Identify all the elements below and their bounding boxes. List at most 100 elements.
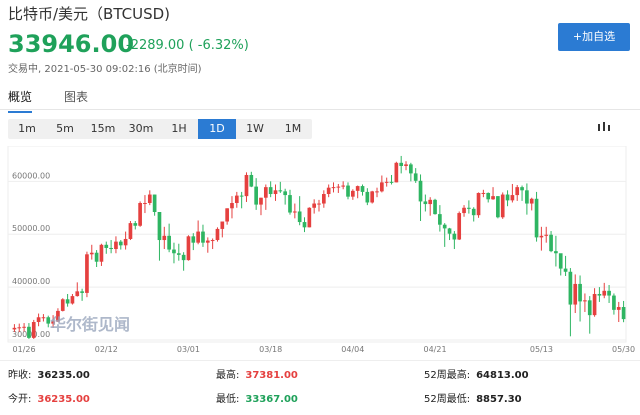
candle-body (288, 195, 292, 213)
range-button[interactable]: 30m (128, 122, 154, 135)
candle-body (244, 174, 249, 197)
candle-body (75, 291, 80, 297)
stat-label: 最高: (216, 370, 240, 381)
candle-body (520, 187, 524, 191)
y-tick-label: 60000.00 (12, 171, 50, 180)
candle-body (273, 190, 278, 195)
candle-body (370, 191, 375, 203)
x-tick-label: 03/18 (259, 345, 282, 354)
tab[interactable]: 概览 (8, 88, 33, 113)
stat: 最高: 37381.00 (216, 366, 298, 381)
candle-body (384, 181, 389, 183)
tab[interactable]: 图表 (64, 90, 89, 104)
x-tick-label: 03/01 (177, 345, 200, 354)
candle-body (80, 291, 84, 293)
candle-body (326, 187, 331, 195)
candle-body (351, 190, 355, 197)
stat: 最低: 33367.00 (216, 390, 298, 405)
candle-body (413, 173, 418, 181)
plot-area (7, 146, 627, 343)
candle-body (196, 231, 200, 243)
candle-body (510, 195, 515, 201)
candle-body (496, 196, 500, 218)
candle-body (138, 203, 142, 226)
candle-body (147, 194, 152, 204)
tabs: 概览 图表 (8, 88, 120, 113)
candle-body (41, 317, 46, 319)
candle-body (162, 235, 167, 241)
candle-body (172, 249, 176, 254)
candle-body (234, 195, 239, 204)
range-button[interactable]: 15m (90, 122, 116, 135)
add-watchlist-button[interactable]: +加自选 (558, 23, 630, 51)
candle-body (360, 186, 365, 192)
candle-body (31, 322, 36, 338)
candle-body (394, 162, 399, 183)
stat-label: 52周最高: (424, 370, 471, 381)
candle-body (201, 231, 205, 243)
candle-body (99, 244, 104, 262)
range-button[interactable]: 1H (171, 122, 187, 135)
stat-value: 64813.00 (476, 370, 529, 381)
range-button[interactable]: 1W (246, 122, 264, 135)
candle-body (452, 233, 457, 240)
candle-body (399, 162, 404, 166)
x-tick-label: 04/21 (424, 345, 447, 354)
y-tick-label: 30000.00 (12, 330, 50, 339)
range-button[interactable]: 1M (284, 122, 302, 135)
candle-body (525, 190, 529, 204)
stat-label: 52周最低: (424, 394, 471, 405)
candle-body (447, 228, 452, 234)
candle-body (118, 241, 123, 246)
candle-body (597, 293, 602, 296)
candle-body (17, 327, 22, 329)
candle-body (186, 236, 191, 261)
chart: 30000.00 40000.00 50000.00 60000.00 01/26 02/… (7, 146, 635, 354)
range-button[interactable]: 5m (56, 122, 74, 135)
candle-body (225, 208, 229, 222)
candle-body (365, 191, 370, 203)
candle-body (355, 186, 360, 191)
candle-body (602, 290, 607, 296)
candle-body (133, 223, 138, 226)
candle-body (27, 326, 31, 338)
candle-body (438, 214, 442, 225)
candle-body (481, 192, 486, 194)
candle-body (143, 203, 147, 205)
candle-body (380, 182, 384, 192)
candle-body (283, 191, 287, 196)
candle-body (123, 238, 128, 246)
watermark: 华尔街见闻 (50, 315, 130, 334)
candle-body (215, 228, 220, 241)
range-button[interactable]: 1m (18, 122, 36, 135)
stat: 52周最低: 8857.30 (424, 390, 522, 405)
candle-body (65, 299, 70, 304)
candle-body (341, 185, 346, 187)
candle-body (114, 241, 118, 250)
candle-body (389, 181, 394, 183)
stat-label: 昨收: (8, 370, 32, 381)
candle-body (292, 211, 297, 213)
divider (0, 360, 640, 361)
stat-value: 36235.00 (37, 370, 90, 381)
change: -2289.00 ( -6.32%) (126, 38, 249, 53)
candle-body (331, 187, 336, 189)
candle-body (302, 222, 307, 228)
candle-body (128, 223, 133, 239)
candle-body (476, 192, 481, 216)
candle-body (428, 199, 433, 205)
candle-body (607, 290, 611, 296)
x-tick-label: 05/30 (612, 345, 635, 354)
candle-body (36, 317, 41, 323)
chart-type-icon[interactable] (597, 121, 611, 133)
candle-body (210, 240, 215, 242)
candle-body (278, 190, 283, 192)
candle-body (409, 164, 413, 174)
candle-body (70, 296, 75, 304)
candle-body (404, 164, 408, 166)
candle-body (254, 186, 258, 205)
stat-label: 最低: (216, 394, 240, 405)
range-button[interactable]: 1D (198, 119, 236, 139)
candle-body (592, 293, 597, 316)
range-buttons: 1m 5m 15m 30m 1H 1D 1W 1M (8, 119, 312, 139)
